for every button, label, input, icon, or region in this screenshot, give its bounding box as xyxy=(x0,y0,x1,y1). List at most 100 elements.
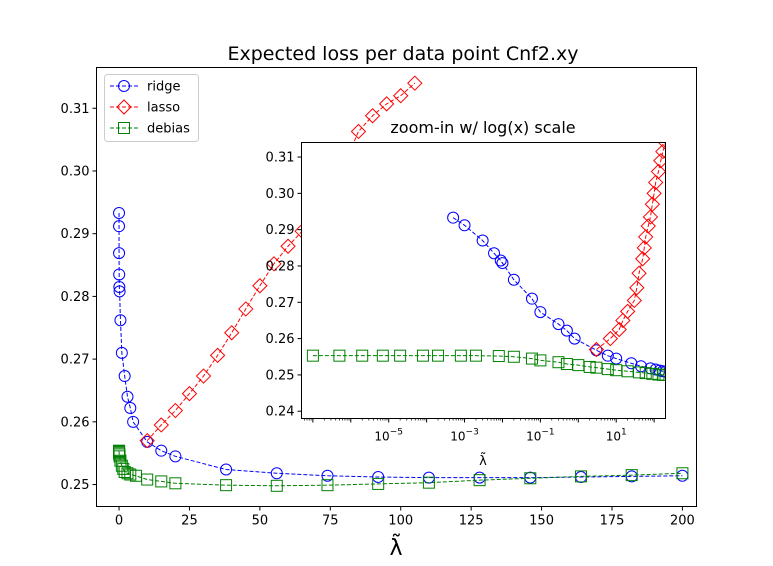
ridge-point xyxy=(121,390,134,403)
lasso-point xyxy=(153,417,169,433)
inset-y-tick-label: 0.26 xyxy=(266,332,295,347)
inset-x-axis-label: λ̃ xyxy=(479,453,487,469)
debias-point xyxy=(155,475,168,488)
inset-ridge-point xyxy=(568,332,581,345)
ridge-point xyxy=(114,314,127,327)
main-x-axis: 0 25 50 75 100 125 150 175 200 xyxy=(115,506,695,529)
ridge-point xyxy=(113,281,126,293)
legend-entry-lasso: lasso xyxy=(110,99,180,116)
lasso-point xyxy=(266,256,282,272)
x-tick-label: 0 xyxy=(115,514,123,529)
inset-ridge-point xyxy=(494,254,507,267)
inset-lasso-point xyxy=(631,265,647,281)
inset-debias-point xyxy=(552,356,565,369)
debias-point xyxy=(169,477,182,490)
inset-debias-point xyxy=(583,360,596,373)
legend-frame xyxy=(104,74,199,142)
ridge-point xyxy=(220,463,233,476)
inset-ridge-point xyxy=(610,352,623,365)
inset-ridge-point xyxy=(447,211,460,224)
inset-lasso-point xyxy=(638,229,654,245)
ridge-point xyxy=(127,415,140,428)
ridge-point xyxy=(113,220,126,233)
main-plot: Expected loss per data point Cnf2.xy 0 25… xyxy=(61,43,697,561)
inset-debias-point xyxy=(659,368,666,381)
inset-debias-point xyxy=(507,350,520,363)
inset-lasso-line xyxy=(596,142,666,350)
ridge-point xyxy=(113,206,126,219)
debias-point xyxy=(270,479,283,492)
inset-series-lasso xyxy=(588,142,666,358)
debias-point xyxy=(625,469,638,482)
inset-debias-point xyxy=(376,349,389,362)
lasso-point xyxy=(393,88,409,104)
legend: ridge lasso debias xyxy=(104,74,199,142)
ridge-point xyxy=(113,268,126,281)
inset-lasso-point xyxy=(588,341,605,358)
ridge-point xyxy=(113,247,126,260)
inset-ridge-point xyxy=(534,306,547,319)
inset-lasso-point xyxy=(646,185,662,202)
ridge-line xyxy=(118,212,683,479)
lasso-line xyxy=(146,82,416,441)
main-x-axis-label: λ̃ xyxy=(389,533,402,561)
inset-ridge-point xyxy=(525,292,538,305)
x-tick-label: 25 xyxy=(181,514,198,529)
x-tick-label: 75 xyxy=(322,514,339,529)
legend-entry-ridge: ridge xyxy=(110,80,180,95)
ridge-point xyxy=(372,471,385,484)
lasso-point xyxy=(280,238,296,254)
inset-debias-point xyxy=(646,367,659,380)
inset-lasso-point xyxy=(626,292,643,309)
x-tick-label: 50 xyxy=(252,514,269,529)
inset-debias-point xyxy=(356,349,369,362)
inset-lasso-point xyxy=(602,330,619,347)
y-tick-label: 0.29 xyxy=(61,227,90,242)
inset-lasso-point xyxy=(619,303,636,320)
lasso-point xyxy=(209,347,226,364)
inset-ridge-point xyxy=(488,247,501,260)
main-y-axis: 0.25 0.26 0.27 0.28 0.29 0.30 0.31 xyxy=(61,102,97,493)
ridge-point xyxy=(270,467,283,480)
inset-x-tick-label: 101 xyxy=(606,428,627,444)
inset-ridge-point xyxy=(560,324,573,337)
inset-debias-point xyxy=(306,349,319,362)
inset-series-debias xyxy=(306,349,666,381)
inset-x-tick-label: 10−5 xyxy=(374,428,403,444)
legend-label: debias xyxy=(147,122,190,137)
lasso-point xyxy=(378,96,395,112)
inset-y-axis: 0.24 0.25 0.26 0.27 0.28 0.29 0.30 0.31 xyxy=(266,151,302,420)
inset-title: zoom-in w/ log(x) scale xyxy=(390,118,575,137)
x-tick-label: 175 xyxy=(600,514,625,529)
lasso-point xyxy=(407,75,423,91)
legend-marker xyxy=(118,80,130,92)
y-tick-label: 0.27 xyxy=(61,353,90,368)
debias-point xyxy=(473,474,486,487)
inset-debias-point xyxy=(454,349,467,362)
inset-axes-frame xyxy=(301,142,666,419)
inset-debias-point xyxy=(633,366,646,379)
inset-debias-point xyxy=(525,352,538,365)
y-tick-label: 0.30 xyxy=(61,164,90,179)
inset-ridge-point xyxy=(601,349,614,362)
x-tick-label: 200 xyxy=(670,514,695,529)
ridge-point xyxy=(124,402,137,415)
main-title: Expected loss per data point Cnf2.xy xyxy=(228,43,579,65)
inset-x-tick-label: 10−1 xyxy=(526,428,555,444)
main-axes-frame xyxy=(96,67,697,507)
inset-x-axis: 10−5 10−3 10−1 101 xyxy=(304,418,655,444)
lasso-point xyxy=(139,432,155,449)
x-tick-label: 125 xyxy=(459,514,484,529)
inset-y-tick-label: 0.29 xyxy=(266,223,295,238)
ridge-point xyxy=(321,469,334,482)
lasso-point xyxy=(238,301,254,317)
inset-debias-point xyxy=(639,367,652,380)
inset-background xyxy=(301,142,666,419)
legend-label: ridge xyxy=(147,80,180,95)
ridge-point xyxy=(155,444,168,457)
inset-lasso-point xyxy=(629,280,645,296)
lasso-point xyxy=(252,278,268,294)
legend-marker xyxy=(118,122,130,134)
legend-entries: ridge lasso debias xyxy=(110,80,190,137)
